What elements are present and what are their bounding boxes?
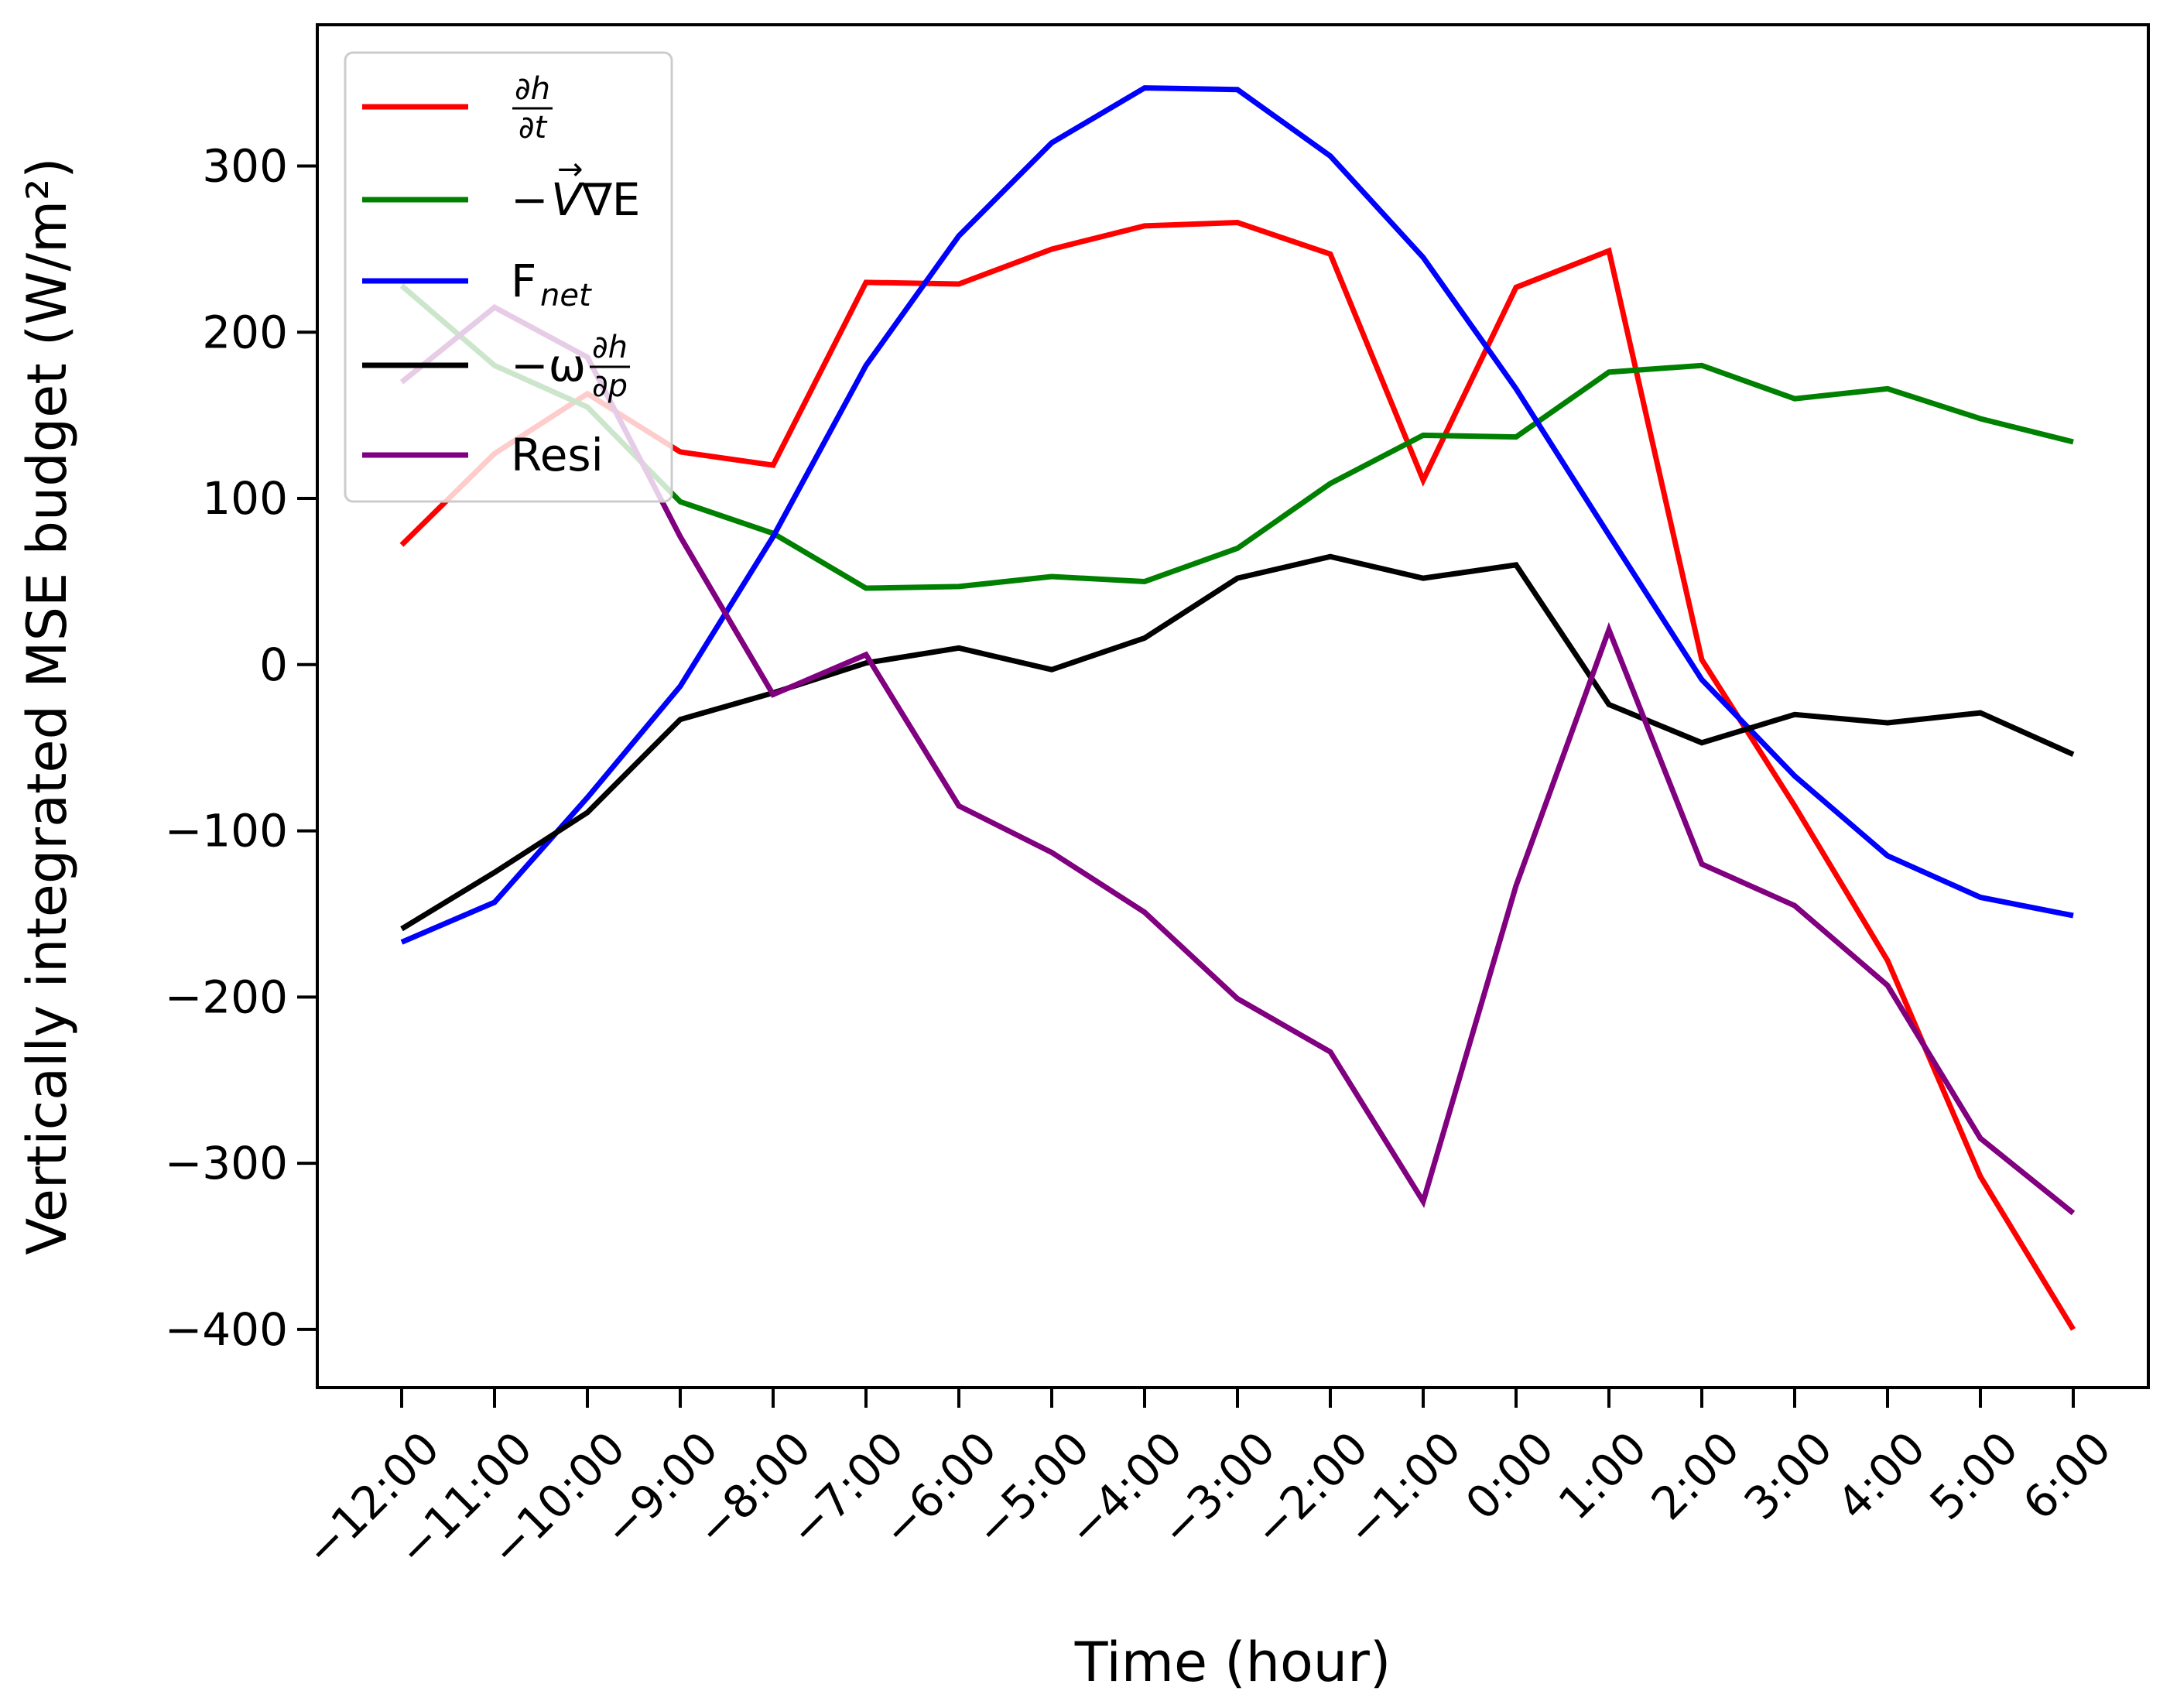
y-tick-label: 200	[202, 306, 288, 358]
legend-entry: Resi	[511, 429, 604, 481]
series-line-0	[399, 220, 2076, 1331]
legend-prefix: −	[511, 173, 549, 226]
plot-frame	[316, 23, 2150, 1389]
legend-box	[344, 51, 673, 503]
series-line-1	[399, 283, 2074, 591]
series-line-4	[399, 303, 2076, 1216]
series-line-2	[400, 85, 2074, 945]
y-axis-title: Vertically integrated MSE budget (W/m²)	[15, 157, 79, 1254]
legend-vector-arrow: →	[557, 152, 584, 187]
y-tick-label: −200	[165, 970, 288, 1023]
legend-numerator: ∂h	[515, 71, 550, 107]
legend-label: Resi	[511, 429, 604, 481]
legend-suffix: ∇E	[581, 173, 640, 226]
y-tick-label: 100	[202, 472, 288, 525]
y-tick-label: 300	[202, 140, 288, 193]
legend-entry: −ω ∂h∂p	[511, 330, 630, 404]
legend-numerator: ∂h	[592, 330, 628, 365]
y-tick-label: 0	[259, 638, 288, 691]
legend-entry: ∂h∂t	[512, 71, 553, 145]
legend-denominator: ∂t	[519, 110, 548, 145]
legend-prefix: −ω	[511, 339, 586, 392]
series-layer	[399, 85, 2076, 1331]
legend-denominator: ∂p	[592, 368, 628, 404]
series-line-3	[400, 553, 2075, 932]
legend-entry: − V→∇E	[511, 152, 640, 226]
y-tick-label: −400	[165, 1303, 288, 1356]
x-axis-title: Time (hour)	[1074, 1631, 1391, 1694]
legend-main: F	[511, 255, 536, 307]
y-tick-label: −100	[165, 805, 288, 857]
legend-subscript: net	[540, 278, 592, 313]
legend-vector: V	[551, 173, 585, 226]
y-tick-label: −300	[165, 1137, 288, 1189]
